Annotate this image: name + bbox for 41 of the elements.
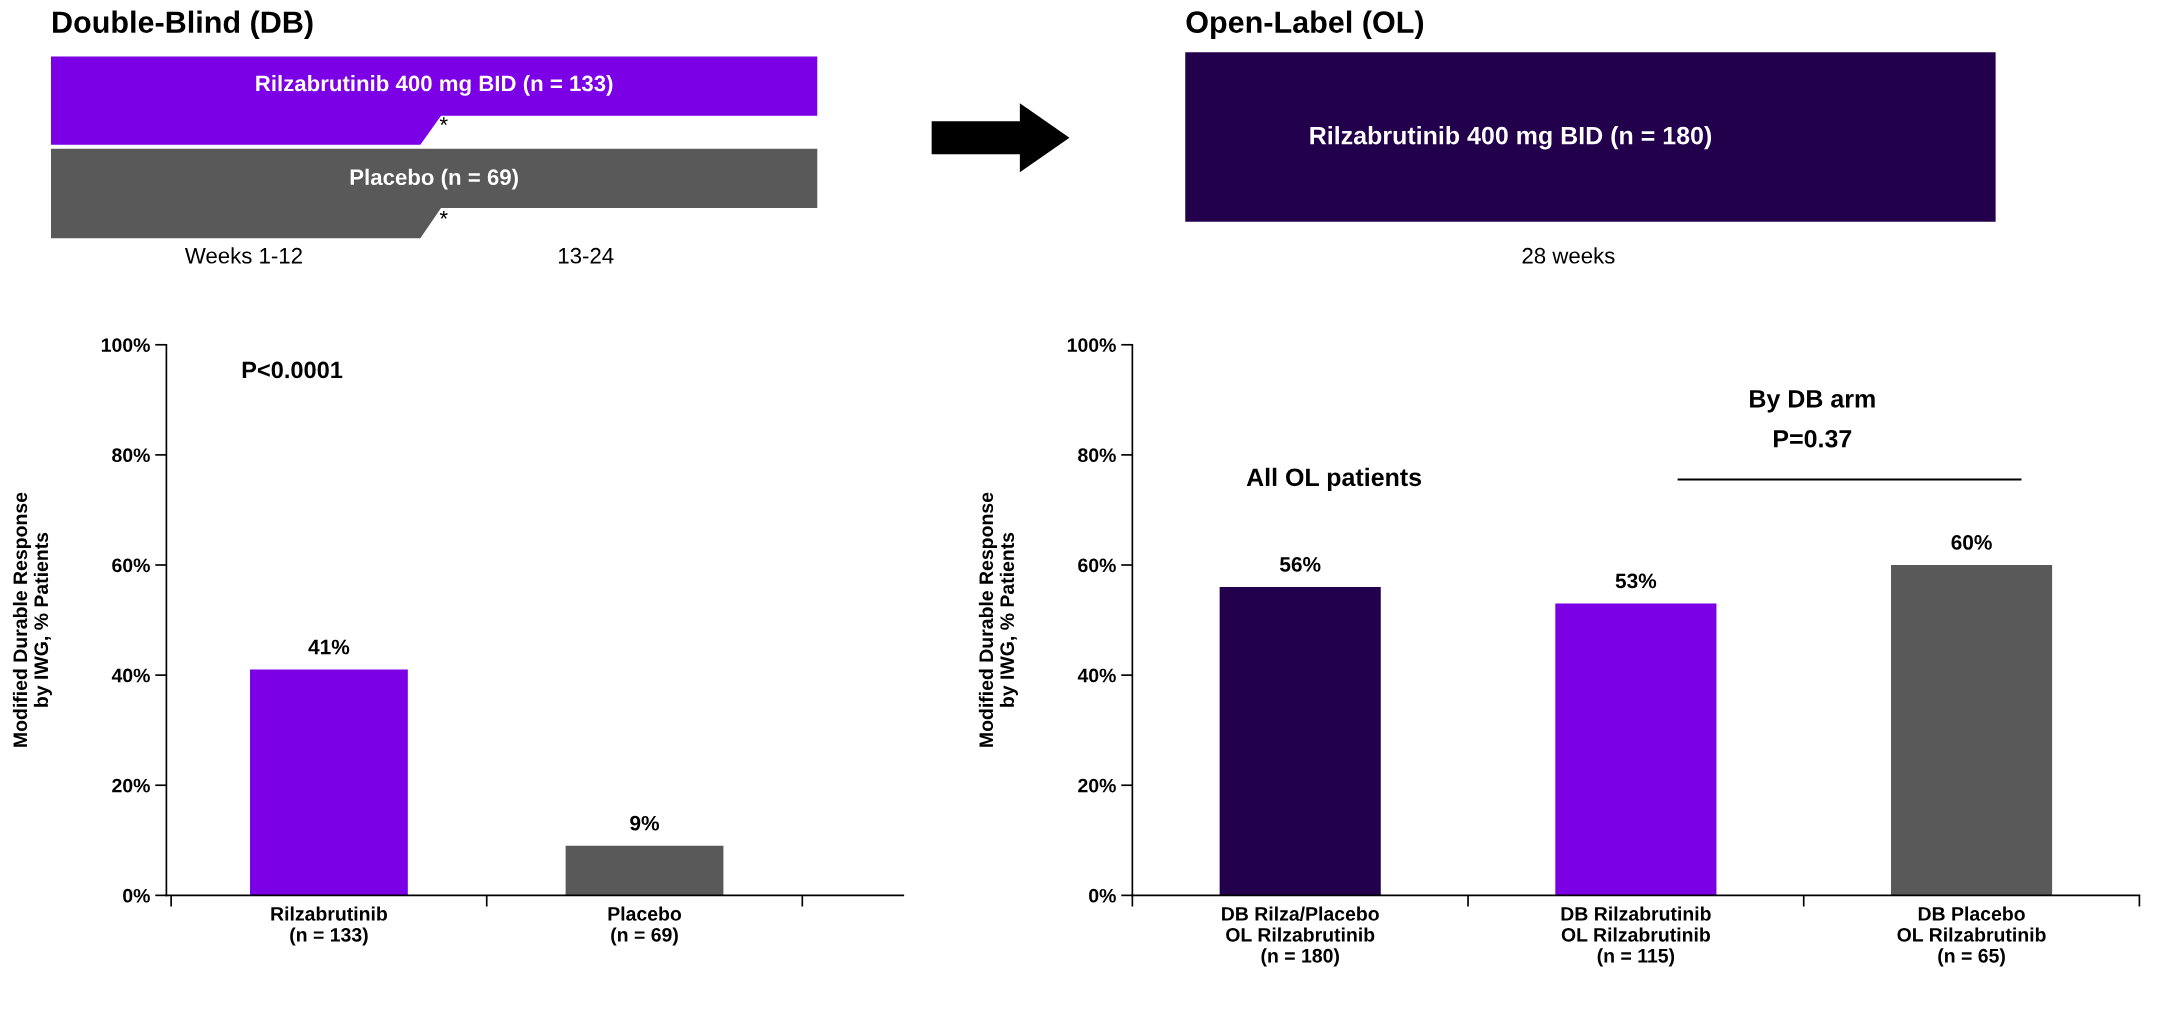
annotation: P=0.37 — [1774, 429, 1852, 448]
x-tick-label: DB Placebo OL Rilzabrutinib (n = 65) — [1897, 906, 2046, 967]
y-tick-label: 80% — [112, 448, 150, 463]
annotation: By DB arm — [1750, 390, 1875, 413]
y-tick-label: 100% — [101, 338, 150, 352]
text: 13-24 — [559, 247, 614, 264]
y-tick-label: 40% — [111, 668, 150, 683]
data-label: 56% — [1279, 557, 1321, 572]
y-axis-title: Modified Durable Response by IWG, % Patients — [12, 492, 52, 747]
data-label: 9% — [630, 815, 660, 831]
annotation: P<0.0001 — [242, 361, 343, 379]
annotation: All OL patients — [1246, 467, 1422, 492]
x-tick-label: Placebo (n = 69) — [608, 906, 682, 946]
text: Placebo (n = 69) — [350, 168, 518, 190]
y-tick-label: 0% — [123, 888, 150, 903]
bar — [1555, 603, 1717, 896]
data-label: 53% — [1615, 573, 1657, 589]
data-label: 60% — [1951, 535, 1992, 550]
text: Weeks 1-12 — [184, 247, 302, 264]
y-tick-label: 100% — [1067, 338, 1116, 352]
y-tick-label: 60% — [112, 558, 150, 573]
y-tick-label: 20% — [112, 778, 150, 793]
text: Rilzabrutinib 400 mg BID (n = 180) — [1310, 126, 1712, 150]
data-label: 41% — [308, 639, 350, 655]
y-tick-label: 20% — [1078, 778, 1116, 793]
text: Rilzabrutinib 400 mg BID (n = 133) — [256, 75, 613, 96]
bar — [1219, 587, 1381, 896]
chart-title: Double-Blind (DB) — [53, 10, 313, 40]
y-axis-title: Modified Durable Response by IWG, % Patients — [978, 492, 1018, 747]
y-tick-label: 40% — [1077, 668, 1116, 683]
y-tick-label: 60% — [1078, 558, 1116, 573]
x-tick-label: Rilzabrutinib (n = 133) — [271, 906, 387, 946]
text: 28 weeks — [1522, 247, 1615, 264]
y-tick-label: 0% — [1089, 888, 1116, 903]
text: * — [439, 117, 448, 126]
bar — [1890, 565, 2053, 896]
x-tick-label: DB Rilza/Placebo OL Rilzabrutinib (n = 180) — [1222, 906, 1379, 967]
text: * — [439, 210, 448, 219]
x-tick-label: DB Rilzabrutinib OL Rilzabrutinib (n = 115) — [1561, 906, 1711, 967]
y-tick-label: 80% — [1078, 448, 1116, 463]
chart-title: Open-Label (OL) — [1186, 10, 1424, 40]
